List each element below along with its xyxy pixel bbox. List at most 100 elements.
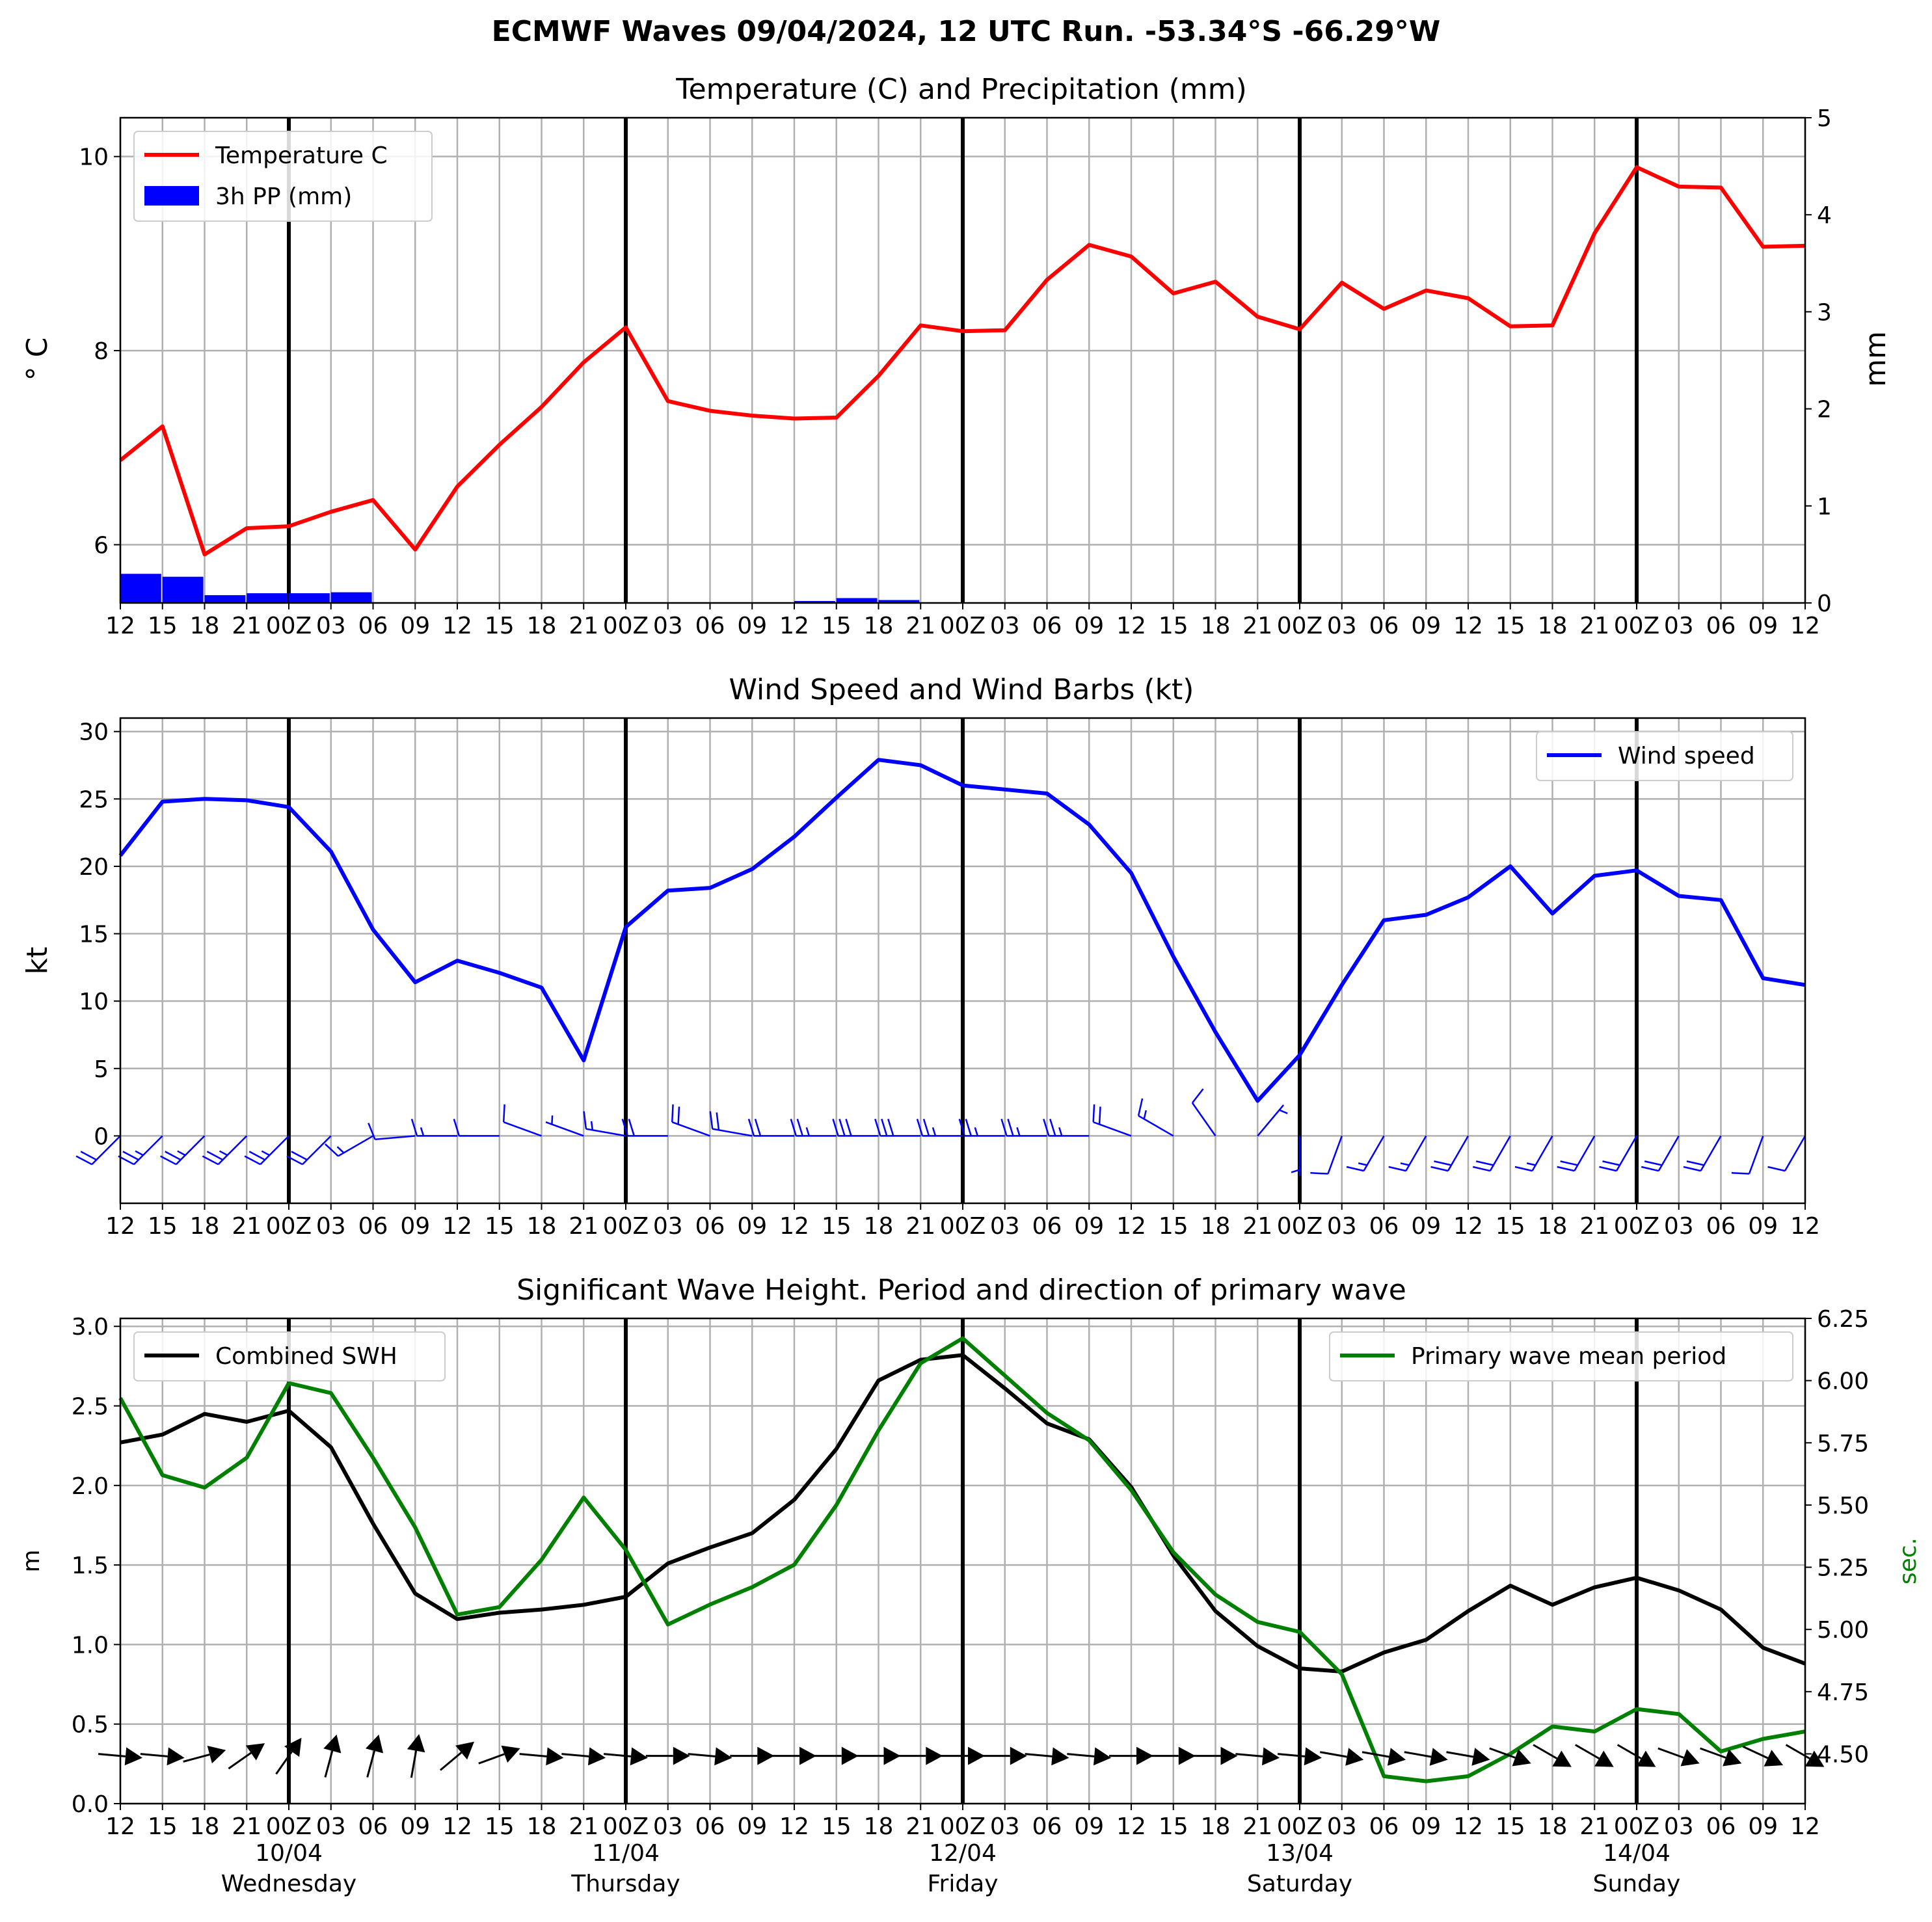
panel2-xtick-label: 03 [1327, 1213, 1357, 1240]
panel2-ytick-label: 20 [79, 854, 109, 881]
series-line-wind-speed [118, 758, 1806, 1103]
panel3-xtick-label: 21 [1579, 1813, 1609, 1840]
panel3-ytick-label: 2.0 [72, 1473, 109, 1500]
panel3-xtick-label: 06 [1032, 1813, 1062, 1840]
wave-arrow-head [546, 1747, 564, 1766]
series-line-combined-swh [120, 1353, 1806, 1674]
panel1-ytick-right-label: 1 [1817, 494, 1832, 520]
wind-barb [244, 1135, 289, 1166]
panel3-xtick-label: 15 [1159, 1813, 1188, 1840]
panel1-xtick-label: 12 [1116, 613, 1146, 639]
panel3-title: Significant Wave Height. Period and dire… [517, 1274, 1406, 1307]
wind-barb [1291, 1136, 1301, 1177]
panel3-xtick-label: 00Z [1614, 1813, 1659, 1840]
panel3-xtick-label: 12 [779, 1813, 809, 1840]
panel3-xtick-label: 03 [990, 1813, 1020, 1840]
wave-arrow-shaft [1489, 1747, 1516, 1759]
wave-arrow-shaft [140, 1753, 168, 1757]
wave-arrow-shaft [603, 1753, 632, 1757]
panel2-xtick-label: 00Z [266, 1213, 312, 1240]
wind-barb [325, 1135, 374, 1157]
wave-arrow-head [1304, 1747, 1322, 1766]
panel2-xtick-label: 06 [695, 1213, 725, 1240]
panel3-xtick-label: 09 [400, 1813, 430, 1840]
wave-arrow-head [323, 1734, 342, 1754]
wind-barb [286, 1135, 332, 1166]
panel1-xtick-label: 15 [148, 613, 178, 639]
panel3-xtick-label: 18 [1538, 1813, 1568, 1840]
panel1-xtick-label: 21 [232, 613, 262, 639]
wave-arrow-head [207, 1746, 226, 1764]
panel3-frame [119, 1317, 1806, 1805]
panel1-xtick-label: 00Z [266, 613, 312, 639]
wave-arrow-head [1680, 1749, 1700, 1767]
wave-arrow-head [714, 1747, 732, 1766]
wave-arrow-head [1262, 1747, 1280, 1766]
panel3-ytick-label: 3.0 [72, 1314, 109, 1341]
panel2-xtick-label: 06 [1369, 1213, 1399, 1240]
wind-barb [1257, 1104, 1288, 1137]
wave-arrow-shaft [1362, 1751, 1389, 1758]
panel2-legend: Wind speed [1536, 731, 1793, 781]
panel3-xtick-label: 21 [569, 1813, 598, 1840]
precip-bar [794, 601, 835, 603]
panel1-xtick-label: 15 [1496, 613, 1525, 639]
panel1-xtick-label: 12 [779, 613, 809, 639]
suptitle: ECMWF Waves 09/04/2024, 12 UTC Run. -53.… [492, 15, 1441, 48]
panel2-frame [119, 717, 1806, 1205]
panel1-xtick-label: 09 [1074, 613, 1104, 639]
panel1-legend-label: 3h PP (mm) [215, 183, 352, 210]
wave-arrow-head [588, 1747, 606, 1766]
wind-barb [709, 1111, 753, 1137]
panel2-xtick-label: 09 [737, 1213, 767, 1240]
wind-barb [1557, 1135, 1596, 1172]
panel1-xtick-label: 12 [1790, 613, 1820, 639]
panel1-ytick-right-label: 3 [1817, 299, 1832, 326]
panel2-xtick-label: 15 [485, 1213, 515, 1240]
wind-barb [916, 1119, 963, 1137]
wave-arrow-shaft [1067, 1753, 1095, 1757]
panel2-ytick-label: 30 [79, 719, 109, 746]
panel1-xtick-label: 12 [442, 613, 472, 639]
panel3-xtick-label: 18 [527, 1813, 557, 1840]
panel2-xtick-label: 06 [358, 1213, 388, 1240]
wave-arrow-head [124, 1747, 142, 1766]
wind-barb [1430, 1135, 1469, 1172]
wave-arrow-shaft [1617, 1744, 1642, 1759]
panel2-ytick-label: 15 [79, 922, 109, 948]
wind-barb [1000, 1119, 1047, 1137]
panel3-ylabel: m [18, 1549, 45, 1572]
wind-barb [410, 1119, 457, 1137]
panel2-ylabel: kt [21, 947, 54, 975]
wave-arrow-head [841, 1746, 859, 1765]
wave-arrow-shaft [561, 1753, 589, 1757]
precip-bar [289, 593, 330, 603]
wave-arrow-head [1805, 1750, 1825, 1767]
panel3-legend-swh-label: Combined SWH [215, 1343, 397, 1370]
wave-arrow-head [1636, 1750, 1656, 1767]
wave-arrow-shaft [1320, 1751, 1347, 1758]
panel3-xtick-label: 12 [442, 1813, 472, 1840]
panel2-ytick-label: 25 [79, 786, 109, 813]
panel1-xtick-label: 03 [1327, 613, 1357, 639]
panel2-xtick-label: 18 [1538, 1213, 1568, 1240]
wave-arrow-shaft [228, 1752, 252, 1770]
wave-arrow-shaft [1277, 1753, 1306, 1757]
panel3-ytick-label: 0.0 [72, 1791, 109, 1818]
wind-barb [1043, 1119, 1090, 1137]
wave-arrow-head [1764, 1750, 1784, 1767]
panel1-frame [119, 116, 1806, 604]
panel3-legend-period-frame [1329, 1331, 1793, 1381]
panel3-ytick-right-label: 6.00 [1817, 1368, 1869, 1395]
panel3-xtick-label: 06 [1706, 1813, 1736, 1840]
panel1-xtick-label: 15 [1159, 613, 1188, 639]
wave-arrow-head [1345, 1748, 1364, 1766]
wave-arrow-shaft [275, 1751, 293, 1775]
panel2-xtick-label: 00Z [1614, 1213, 1659, 1240]
panel3-ylabel-right: sec. [1895, 1538, 1922, 1584]
panel3-xtick-label: 15 [1496, 1813, 1525, 1840]
panel2-xtick-label: 12 [1116, 1213, 1146, 1240]
panel3-xtick-label: 09 [1411, 1813, 1441, 1840]
